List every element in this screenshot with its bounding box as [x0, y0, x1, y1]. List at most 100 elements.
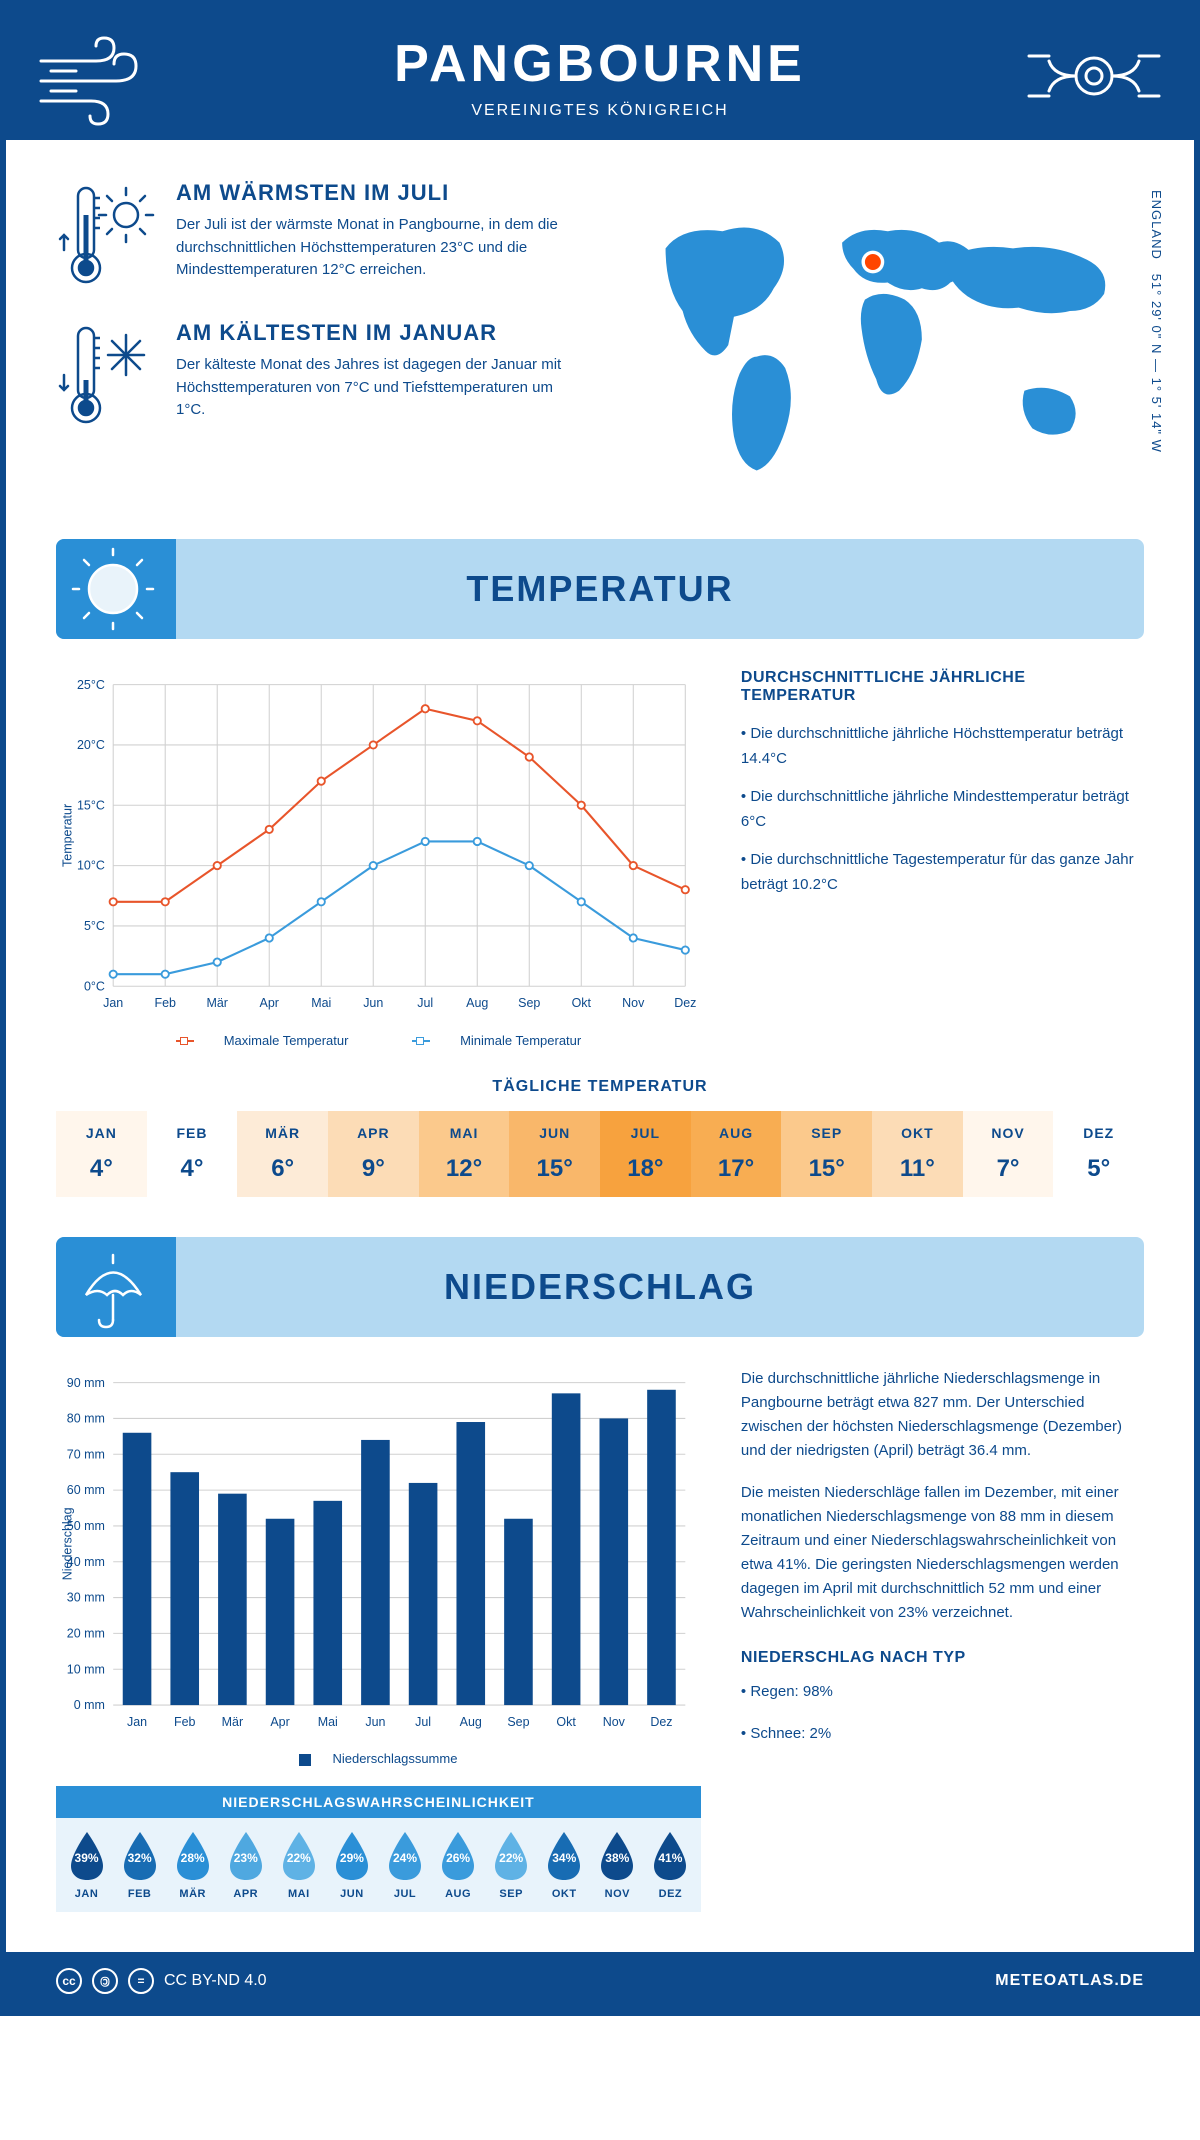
umbrella-icon — [71, 1245, 156, 1330]
svg-text:Temperatur: Temperatur — [61, 804, 75, 867]
warmest-fact: AM WÄRMSTEN IM JULI Der Juli ist der wär… — [56, 180, 580, 290]
svg-text:Jun: Jun — [363, 996, 383, 1010]
svg-text:Sep: Sep — [507, 1714, 529, 1728]
page-subtitle: VEREINIGTES KÖNIGREICH — [26, 102, 1174, 120]
svg-text:Aug: Aug — [466, 996, 488, 1010]
svg-text:Mär: Mär — [222, 1714, 243, 1728]
probability-cell: 28%MÄR — [166, 1830, 219, 1900]
sun-icon — [71, 547, 156, 632]
svg-text:0 mm: 0 mm — [74, 1698, 105, 1712]
probability-cell: 24%JUL — [378, 1830, 431, 1900]
svg-text:Apr: Apr — [270, 1714, 289, 1728]
site-name: METEOATLAS.DE — [995, 1972, 1144, 1990]
svg-text:80 mm: 80 mm — [67, 1411, 105, 1425]
svg-text:10°C: 10°C — [77, 859, 105, 873]
svg-text:Jun: Jun — [365, 1714, 385, 1728]
svg-text:Nov: Nov — [603, 1714, 626, 1728]
daily-cell: JUL18° — [600, 1111, 691, 1197]
world-map: ENGLAND 51° 29' 0" N — 1° 5' 14" W — [620, 180, 1144, 499]
warmest-text: Der Juli ist der wärmste Monat in Pangbo… — [176, 214, 580, 282]
svg-text:Dez: Dez — [674, 996, 696, 1010]
svg-text:Okt: Okt — [556, 1714, 576, 1728]
precipitation-title: NIEDERSCHLAG — [444, 1266, 756, 1308]
daily-cell: JUN15° — [509, 1111, 600, 1197]
header: PANGBOURNE VEREINIGTES KÖNIGREICH — [6, 6, 1194, 140]
probability-cell: 38%NOV — [591, 1830, 644, 1900]
svg-text:Mai: Mai — [311, 996, 331, 1010]
probability-cell: 26%AUG — [432, 1830, 485, 1900]
svg-text:25°C: 25°C — [77, 678, 105, 692]
temperature-legend: Maximale Temperatur Minimale Temperatur — [56, 1033, 701, 1048]
svg-text:10 mm: 10 mm — [67, 1662, 105, 1676]
svg-text:Jul: Jul — [417, 996, 433, 1010]
license-text: CC BY-ND 4.0 — [164, 1972, 267, 1990]
svg-text:15°C: 15°C — [77, 798, 105, 812]
svg-text:Jul: Jul — [415, 1714, 431, 1728]
coldest-fact: AM KÄLTESTEN IM JANUAR Der kälteste Mona… — [56, 320, 580, 430]
svg-text:0°C: 0°C — [84, 979, 105, 993]
daily-cell: NOV7° — [963, 1111, 1054, 1197]
cc-icon: cc — [56, 1968, 82, 1994]
svg-text:Feb: Feb — [154, 996, 176, 1010]
svg-text:Sep: Sep — [518, 996, 540, 1010]
svg-text:30 mm: 30 mm — [67, 1590, 105, 1604]
precipitation-text: Die durchschnittliche jährliche Niedersc… — [741, 1367, 1144, 1912]
coldest-text: Der kälteste Monat des Jahres ist dagege… — [176, 354, 580, 422]
svg-text:Nov: Nov — [622, 996, 645, 1010]
probability-cell: 32%FEB — [113, 1830, 166, 1900]
wind-decoration-right — [1024, 36, 1164, 126]
probability-cell: 34%OKT — [538, 1830, 591, 1900]
temperature-title: TEMPERATUR — [466, 568, 733, 610]
daily-cell: AUG17° — [691, 1111, 782, 1197]
temperature-chart: 0°C5°C10°C15°C20°C25°CJanFebMärAprMaiJun… — [56, 669, 701, 1048]
wind-decoration-left — [36, 36, 176, 126]
page-title: PANGBOURNE — [26, 34, 1174, 94]
svg-text:Mär: Mär — [206, 996, 227, 1010]
svg-text:Apr: Apr — [260, 996, 279, 1010]
probability-cell: 22%MAI — [272, 1830, 325, 1900]
precipitation-probability: NIEDERSCHLAGSWAHRSCHEINLICHKEIT 39%JAN32… — [56, 1786, 701, 1912]
probability-cell: 41%DEZ — [644, 1830, 697, 1900]
svg-text:Jan: Jan — [103, 996, 123, 1010]
svg-text:Feb: Feb — [174, 1714, 196, 1728]
thermometer-snow-icon — [56, 320, 156, 430]
daily-cell: SEP15° — [781, 1111, 872, 1197]
daily-cell: OKT11° — [872, 1111, 963, 1197]
daily-cell: JAN4° — [56, 1111, 147, 1197]
daily-cell: MAI12° — [419, 1111, 510, 1197]
svg-text:60 mm: 60 mm — [67, 1483, 105, 1497]
content: AM WÄRMSTEN IM JULI Der Juli ist der wär… — [6, 140, 1194, 1952]
daily-cell: DEZ5° — [1053, 1111, 1144, 1197]
page-container: PANGBOURNE VEREINIGTES KÖNIGREICH AM WÄR… — [0, 0, 1200, 2016]
svg-text:Aug: Aug — [460, 1714, 482, 1728]
svg-text:Mai: Mai — [318, 1714, 338, 1728]
thermometer-sun-icon — [56, 180, 156, 290]
daily-temp-title: TÄGLICHE TEMPERATUR — [56, 1078, 1144, 1096]
by-icon: 🄯 — [92, 1968, 118, 1994]
footer: cc 🄯 = CC BY-ND 4.0 METEOATLAS.DE — [6, 1952, 1194, 2010]
svg-text:Okt: Okt — [572, 996, 592, 1010]
coldest-title: AM KÄLTESTEN IM JANUAR — [176, 320, 580, 346]
precipitation-chart: 0 mm10 mm20 mm30 mm40 mm50 mm60 mm70 mm8… — [56, 1367, 701, 1766]
svg-text:20 mm: 20 mm — [67, 1626, 105, 1640]
svg-text:Niederschlag: Niederschlag — [61, 1507, 75, 1580]
warmest-title: AM WÄRMSTEN IM JULI — [176, 180, 580, 206]
probability-cell: 22%SEP — [485, 1830, 538, 1900]
nd-icon: = — [128, 1968, 154, 1994]
temperature-summary: DURCHSCHNITTLICHE JÄHRLICHE TEMPERATUR •… — [741, 669, 1144, 1048]
probability-cell: 23%APR — [219, 1830, 272, 1900]
svg-text:90 mm: 90 mm — [67, 1375, 105, 1389]
svg-text:70 mm: 70 mm — [67, 1447, 105, 1461]
temperature-section-header: TEMPERATUR — [56, 539, 1144, 639]
daily-cell: MÄR6° — [237, 1111, 328, 1197]
daily-cell: FEB4° — [147, 1111, 238, 1197]
daily-cell: APR9° — [328, 1111, 419, 1197]
svg-text:20°C: 20°C — [77, 738, 105, 752]
precipitation-section-header: NIEDERSCHLAG — [56, 1237, 1144, 1337]
probability-cell: 29%JUN — [325, 1830, 378, 1900]
svg-text:Jan: Jan — [127, 1714, 147, 1728]
svg-text:Dez: Dez — [650, 1714, 672, 1728]
daily-temp-table: JAN4°FEB4°MÄR6°APR9°MAI12°JUN15°JUL18°AU… — [56, 1111, 1144, 1197]
probability-cell: 39%JAN — [60, 1830, 113, 1900]
coordinates: ENGLAND 51° 29' 0" N — 1° 5' 14" W — [1149, 190, 1164, 453]
